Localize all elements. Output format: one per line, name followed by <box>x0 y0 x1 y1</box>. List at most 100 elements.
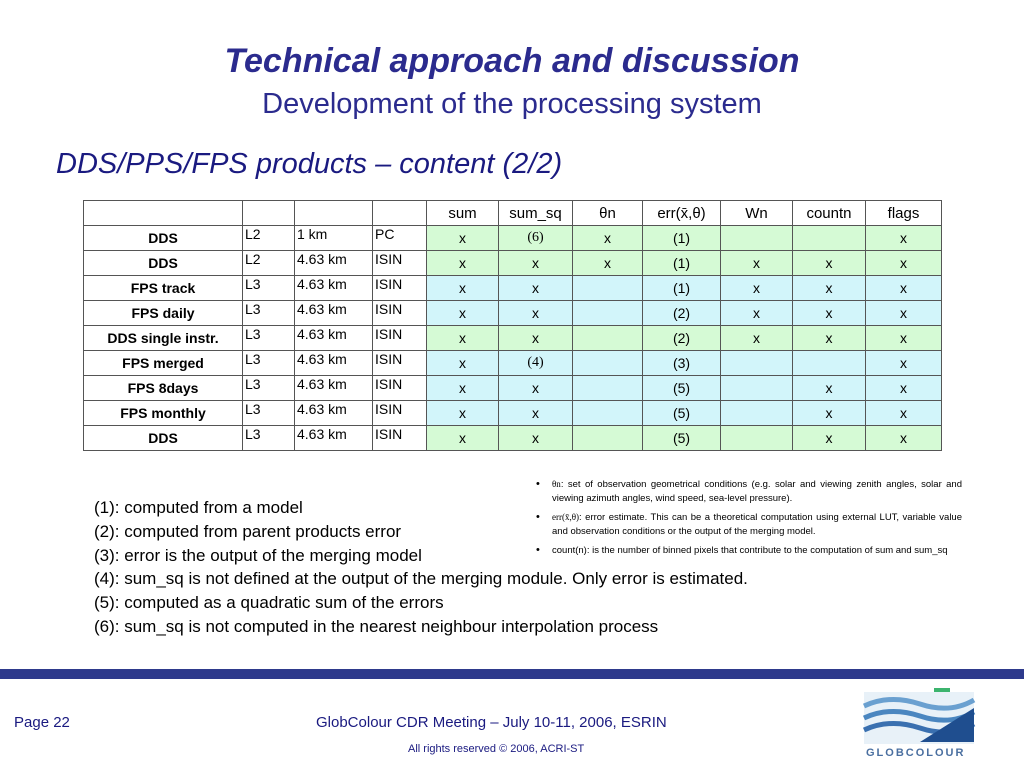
cell-grid: ISIN <box>372 300 427 326</box>
cell-sum-sq: x <box>498 250 573 276</box>
cell-sum: x <box>426 425 499 451</box>
definition-symbol: θn <box>552 479 561 489</box>
meeting-info: GlobColour CDR Meeting – July 10-11, 200… <box>316 714 667 731</box>
header-cell <box>372 200 427 226</box>
cell-count: x <box>792 300 866 326</box>
table-row: FPS daily L3 4.63 km ISIN x x (2) x x x <box>83 300 942 326</box>
cell-err: (1) <box>642 250 721 276</box>
footer-rule <box>0 669 1024 679</box>
cell-grid: ISIN <box>372 275 427 301</box>
cell-name: FPS daily <box>83 300 243 326</box>
cell-err: (5) <box>642 425 721 451</box>
header-cell <box>242 200 295 226</box>
table-row: FPS monthly L3 4.63 km ISIN x x (5) x x <box>83 400 942 426</box>
cell-flags: x <box>865 375 942 401</box>
cell-err: (2) <box>642 300 721 326</box>
table-row: DDS L2 1 km PC x (6) x (1) x <box>83 225 942 251</box>
cell-theta <box>572 350 643 376</box>
cell-grid: ISIN <box>372 425 427 451</box>
cell-res: 4.63 km <box>294 375 373 401</box>
cell-flags: x <box>865 325 942 351</box>
cell-level: L2 <box>242 250 295 276</box>
logo-text: GLOBCOLOUR <box>866 747 966 759</box>
header-sum-sq: sum_sq <box>498 200 573 226</box>
definition-text: : set of observation geometrical conditi… <box>552 479 962 504</box>
table-header-row: sum sum_sq θn err(x̄,θ) Wn countn flags <box>83 200 942 226</box>
table-row: FPS merged L3 4.63 km ISIN x (4) (3) x <box>83 350 942 376</box>
cell-level: L3 <box>242 425 295 451</box>
slide-subtitle: Development of the processing system <box>262 88 762 120</box>
cell-count <box>792 350 866 376</box>
cell-name: FPS 8days <box>83 375 243 401</box>
cell-count: x <box>792 375 866 401</box>
cell-sum-sq: x <box>498 425 573 451</box>
cell-count <box>792 225 866 251</box>
cell-theta <box>572 375 643 401</box>
header-cell <box>294 200 373 226</box>
table-row: FPS 8days L3 4.63 km ISIN x x (5) x x <box>83 375 942 401</box>
footnote: (4): sum_sq is not defined at the output… <box>94 569 748 589</box>
cell-res: 4.63 km <box>294 350 373 376</box>
cell-name: DDS <box>83 425 243 451</box>
cell-name: FPS monthly <box>83 400 243 426</box>
header-cell <box>83 200 243 226</box>
cell-sum: x <box>426 325 499 351</box>
table-row: DDS L2 4.63 km ISIN x x x (1) x x x <box>83 250 942 276</box>
header-theta: θn <box>572 200 643 226</box>
cell-res: 4.63 km <box>294 400 373 426</box>
cell-theta: x <box>572 250 643 276</box>
cell-flags: x <box>865 350 942 376</box>
cell-theta <box>572 325 643 351</box>
cell-wn: x <box>720 300 793 326</box>
cell-flags: x <box>865 225 942 251</box>
cell-err: (2) <box>642 325 721 351</box>
cell-level: L2 <box>242 225 295 251</box>
footnote: (1): computed from a model <box>94 498 303 517</box>
cell-res: 4.63 km <box>294 325 373 351</box>
cell-flags: x <box>865 300 942 326</box>
cell-err: (1) <box>642 225 721 251</box>
cell-res: 4.63 km <box>294 425 373 451</box>
cell-sum-sq: x <box>498 300 573 326</box>
cell-sum: x <box>426 350 499 376</box>
definition-text: : error estimate. This can be a theoreti… <box>552 512 962 537</box>
cell-err: (1) <box>642 275 721 301</box>
cell-wn: x <box>720 250 793 276</box>
cell-sum-sq: x <box>498 325 573 351</box>
globcolour-logo <box>862 688 976 744</box>
cell-sum: x <box>426 300 499 326</box>
table-row: FPS track L3 4.63 km ISIN x x (1) x x x <box>83 275 942 301</box>
cell-flags: x <box>865 250 942 276</box>
cell-sum: x <box>426 250 499 276</box>
definition-item: count(n): is the number of binned pixels… <box>534 544 962 558</box>
cell-flags: x <box>865 275 942 301</box>
cell-err: (5) <box>642 400 721 426</box>
cell-sum-sq: x <box>498 400 573 426</box>
cell-err: (3) <box>642 350 721 376</box>
cell-count: x <box>792 425 866 451</box>
cell-level: L3 <box>242 325 295 351</box>
cell-level: L3 <box>242 300 295 326</box>
definition-text: count(n): is the number of binned pixels… <box>552 545 948 556</box>
cell-sum: x <box>426 275 499 301</box>
footnote: (2): computed from parent products error <box>94 521 402 541</box>
products-table: sum sum_sq θn err(x̄,θ) Wn countn flags … <box>83 200 942 451</box>
table-row: DDS L3 4.63 km ISIN x x (5) x x <box>83 425 942 451</box>
section-heading: DDS/PPS/FPS products – content (2/2) <box>56 148 563 180</box>
header-sum: sum <box>426 200 499 226</box>
cell-flags: x <box>865 400 942 426</box>
cell-grid: ISIN <box>372 325 427 351</box>
header-err: err(x̄,θ) <box>642 200 721 226</box>
cell-res: 4.63 km <box>294 250 373 276</box>
cell-wn <box>720 350 793 376</box>
cell-theta <box>572 300 643 326</box>
cell-name: DDS <box>83 225 243 251</box>
definition-item: err(x̄,θ): error estimate. This can be a… <box>534 511 962 538</box>
cell-wn <box>720 225 793 251</box>
cell-wn <box>720 425 793 451</box>
cell-theta: x <box>572 225 643 251</box>
cell-count: x <box>792 250 866 276</box>
slide-title: Technical approach and discussion <box>224 42 800 80</box>
cell-res: 1 km <box>294 225 373 251</box>
cell-sum-sq: (4) <box>498 350 573 376</box>
